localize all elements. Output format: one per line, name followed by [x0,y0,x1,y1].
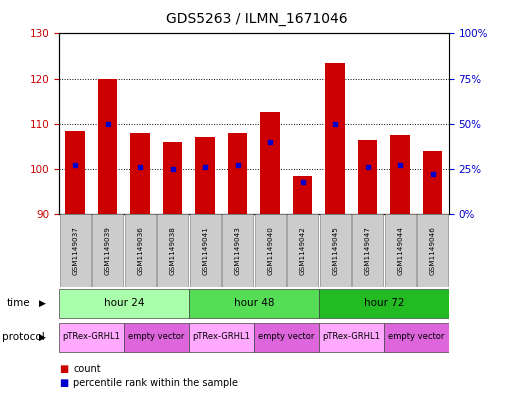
Text: GSM1149042: GSM1149042 [300,226,306,275]
Bar [228,133,247,214]
Text: empty vector: empty vector [388,332,445,341]
Bar [385,214,416,287]
Bar [293,176,312,214]
Bar [59,289,189,318]
Text: pTRex-GRHL1: pTRex-GRHL1 [63,332,121,341]
Bar [352,214,383,287]
Bar [59,323,124,352]
Bar [390,135,410,214]
Text: pTRex-GRHL1: pTRex-GRHL1 [323,332,380,341]
Text: ■: ■ [59,364,68,374]
Bar [254,323,319,352]
Text: protocol: protocol [2,332,45,342]
Bar [287,214,318,287]
Text: GSM1149045: GSM1149045 [332,226,338,275]
Bar [163,142,183,214]
Bar [417,214,448,287]
Text: GSM1149040: GSM1149040 [267,226,273,275]
Bar [60,214,91,287]
Text: hour 24: hour 24 [104,298,144,308]
Bar [261,112,280,214]
Text: empty vector: empty vector [128,332,185,341]
Text: ▶: ▶ [39,299,46,308]
Text: hour 48: hour 48 [234,298,274,308]
Bar [384,323,449,352]
Bar [222,214,253,287]
Text: empty vector: empty vector [258,332,314,341]
Bar [358,140,378,214]
Bar [319,323,384,352]
Bar [325,63,345,214]
Bar [254,214,286,287]
Bar [189,289,319,318]
Text: GSM1149037: GSM1149037 [72,226,78,275]
Bar [319,289,449,318]
Text: ▶: ▶ [39,333,46,342]
Bar [124,323,189,352]
Text: ■: ■ [59,378,68,388]
Text: GSM1149043: GSM1149043 [234,226,241,275]
Bar [98,79,117,214]
Bar [66,130,85,214]
Bar [195,137,215,214]
Text: percentile rank within the sample: percentile rank within the sample [73,378,239,388]
Text: count: count [73,364,101,374]
Bar [157,214,188,287]
Text: GSM1149036: GSM1149036 [137,226,143,275]
Text: GSM1149046: GSM1149046 [429,226,436,275]
Text: GSM1149047: GSM1149047 [365,226,371,275]
Text: GDS5263 / ILMN_1671046: GDS5263 / ILMN_1671046 [166,12,347,26]
Text: hour 72: hour 72 [364,298,404,308]
Bar [190,214,221,287]
Bar [320,214,351,287]
Text: GSM1149044: GSM1149044 [397,226,403,275]
Text: GSM1149038: GSM1149038 [170,226,176,275]
Bar [423,151,442,214]
Text: pTRex-GRHL1: pTRex-GRHL1 [192,332,250,341]
Bar [130,133,150,214]
Text: GSM1149041: GSM1149041 [202,226,208,275]
Text: time: time [7,298,30,309]
Bar [189,323,254,352]
Text: GSM1149039: GSM1149039 [105,226,111,275]
Bar [92,214,123,287]
Bar [125,214,156,287]
